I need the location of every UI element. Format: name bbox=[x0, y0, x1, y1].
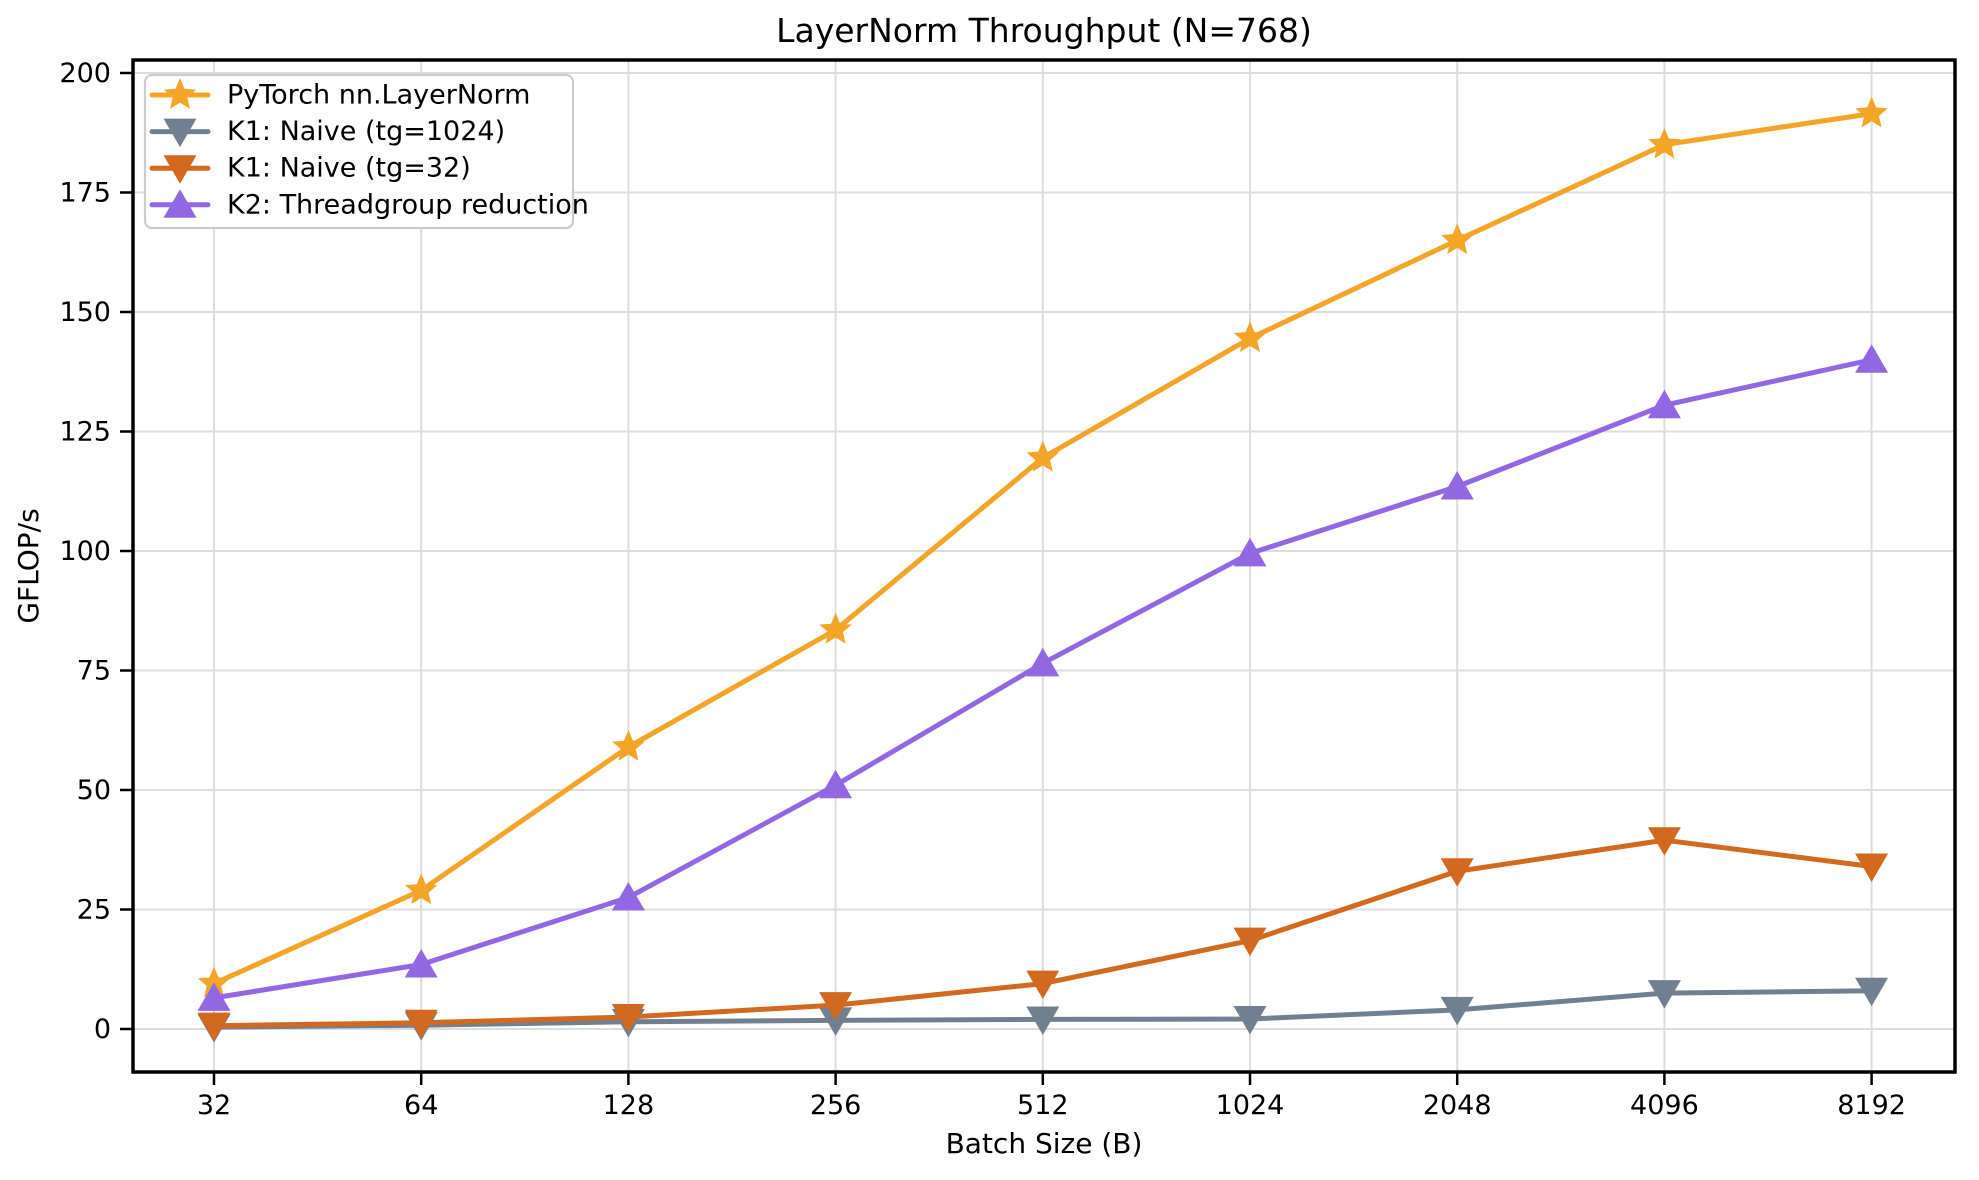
star-marker bbox=[1855, 96, 1888, 128]
triangle-down-marker bbox=[1855, 977, 1889, 1007]
x-tick-label: 2048 bbox=[1423, 1090, 1492, 1121]
legend: PyTorch nn.LayerNorm K1: Naive (tg=1024) K… bbox=[143, 73, 589, 230]
triangle-down-marker bbox=[1855, 853, 1889, 882]
triangle-up-marker bbox=[163, 189, 197, 218]
star-marker bbox=[612, 730, 645, 761]
triangle-down-marker bbox=[1647, 827, 1681, 856]
legend-item: PyTorch nn.LayerNorm bbox=[149, 78, 530, 111]
plot-area: 32 64 128 256 512 1024 2048 4096 8192 0 25 50 75 100 1… bbox=[59, 58, 1957, 1121]
triangle-up-marker bbox=[611, 882, 645, 911]
y-tick-label: 125 bbox=[59, 417, 111, 448]
triangle-down-marker bbox=[819, 1007, 853, 1036]
x-tick-label: 1024 bbox=[1216, 1090, 1285, 1121]
star-marker bbox=[1441, 223, 1474, 255]
star-marker bbox=[819, 612, 852, 644]
chart-title: LayerNorm Throughput (N=768) bbox=[776, 11, 1312, 50]
y-tick-label: 200 bbox=[59, 58, 111, 89]
y-tick-label: 175 bbox=[59, 178, 111, 209]
triangle-down-marker bbox=[1440, 996, 1474, 1026]
legend-box bbox=[143, 73, 575, 230]
x-tick-label: 64 bbox=[404, 1090, 438, 1121]
triangle-up-marker bbox=[1855, 344, 1889, 373]
triangle-down-marker bbox=[1647, 980, 1681, 1009]
x-tick-label: 128 bbox=[603, 1090, 655, 1121]
x-tick-label: 4096 bbox=[1630, 1090, 1699, 1121]
triangle-down-marker bbox=[1026, 1006, 1060, 1035]
triangle-down-marker bbox=[1233, 1005, 1267, 1035]
triangle-up-marker bbox=[1233, 537, 1267, 567]
y-tick-label: 0 bbox=[94, 1014, 111, 1045]
star-marker bbox=[1233, 321, 1267, 352]
triangle-up-marker bbox=[1026, 647, 1060, 677]
triangle-down-marker bbox=[163, 155, 197, 184]
series-3 bbox=[197, 344, 1889, 1011]
series-2 bbox=[197, 827, 1889, 1042]
triangle-down-marker bbox=[1026, 970, 1060, 1000]
legend-item-label: K1: Naive (tg=1024) bbox=[227, 116, 505, 147]
y-tick-label: 50 bbox=[77, 775, 111, 806]
triangle-down-marker bbox=[611, 1004, 645, 1033]
x-tick-label: 32 bbox=[197, 1090, 231, 1121]
y-axis: 0 25 50 75 100 125 150 175 200 bbox=[59, 58, 133, 1045]
triangle-up-marker bbox=[1647, 389, 1681, 419]
legend-item: K1: Naive (tg=1024) bbox=[149, 116, 505, 148]
y-tick-label: 100 bbox=[59, 536, 111, 567]
star-marker bbox=[197, 966, 231, 998]
triangle-down-marker bbox=[404, 1009, 438, 1039]
y-tick-label: 75 bbox=[77, 656, 111, 687]
x-axis-label: Batch Size (B) bbox=[946, 1127, 1143, 1160]
star-marker bbox=[1026, 440, 1059, 472]
triangle-down-marker bbox=[197, 1012, 231, 1042]
legend-item: K1: Naive (tg=32) bbox=[149, 153, 471, 184]
legend-item: K2: Threadgroup reduction bbox=[149, 189, 589, 220]
legend-item-label: K1: Naive (tg=32) bbox=[227, 153, 471, 184]
triangle-up-marker bbox=[1440, 470, 1474, 500]
triangle-down-marker bbox=[1233, 927, 1267, 957]
x-tick-label: 8192 bbox=[1837, 1090, 1906, 1121]
series-0 bbox=[197, 96, 1888, 998]
triangle-down-marker bbox=[1440, 858, 1474, 887]
legend-item-label: PyTorch nn.LayerNorm bbox=[227, 80, 530, 111]
x-tick-label: 512 bbox=[1017, 1090, 1069, 1121]
triangle-up-marker bbox=[404, 948, 438, 978]
legend-item-label: K2: Threadgroup reduction bbox=[227, 189, 589, 220]
triangle-down-marker bbox=[163, 118, 197, 148]
y-axis-label: GFLOP/s bbox=[12, 508, 45, 623]
star-marker bbox=[163, 78, 197, 109]
triangle-up-marker bbox=[197, 982, 231, 1011]
triangle-up-marker bbox=[819, 769, 853, 799]
y-tick-label: 150 bbox=[59, 297, 111, 328]
star-marker bbox=[405, 873, 438, 905]
x-axis: 32 64 128 256 512 1024 2048 4096 8192 bbox=[197, 1072, 1906, 1121]
y-tick-label: 25 bbox=[77, 895, 111, 926]
star-marker bbox=[1648, 127, 1681, 159]
triangle-down-marker bbox=[819, 992, 853, 1021]
x-tick-label: 256 bbox=[810, 1090, 862, 1121]
